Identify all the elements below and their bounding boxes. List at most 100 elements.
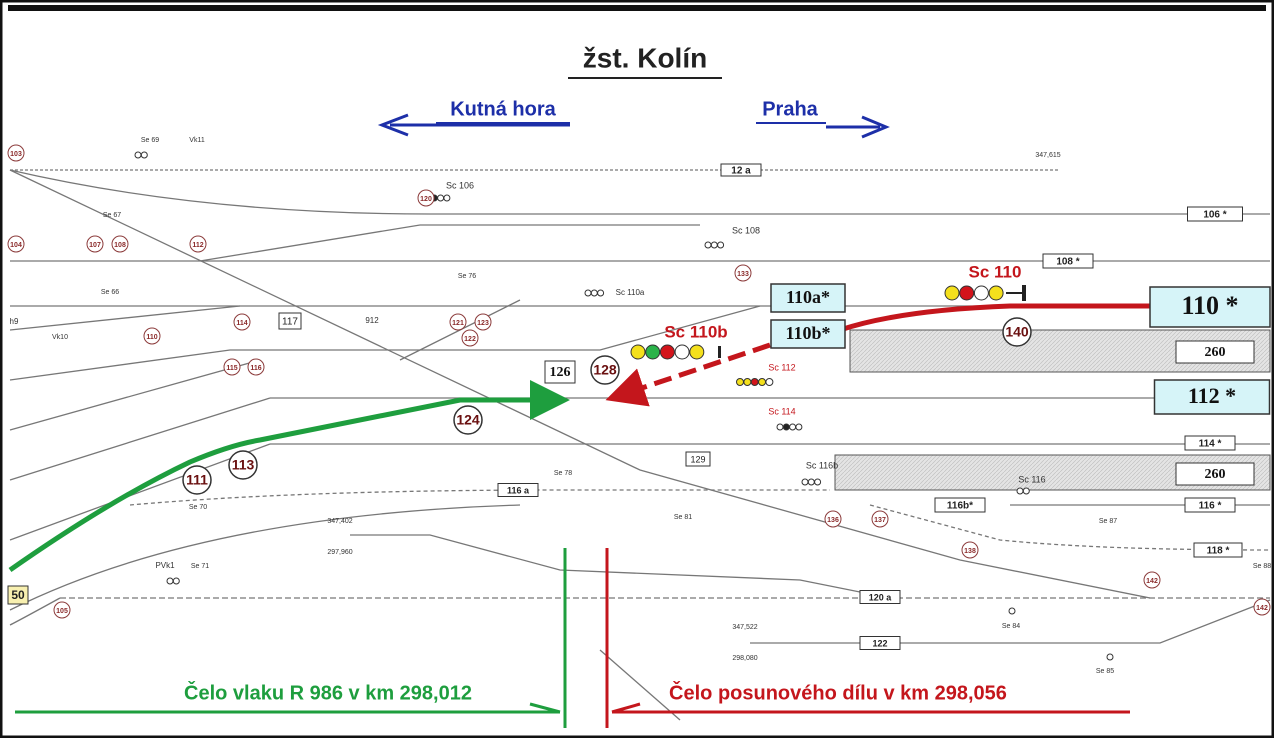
track-label: 120 a [869, 592, 893, 602]
signal-label: Sc 110 [969, 262, 1022, 281]
km-mark: 347,522 [732, 624, 757, 631]
km-mark: 347,402 [327, 518, 352, 525]
signal-lamp [802, 479, 808, 485]
signal-label: Se 85 [1096, 668, 1114, 675]
signal-lamp [759, 379, 766, 386]
node-label: 136 [827, 517, 839, 524]
track-label: 117 [282, 317, 298, 328]
signal-lamp [705, 242, 711, 248]
signal-lamp [1009, 608, 1015, 614]
node-label: 140 [1005, 324, 1029, 340]
signal-lamp [751, 379, 758, 386]
signal-lamp [167, 578, 173, 584]
signal-label: Se 66 [101, 289, 119, 296]
track-diagram: žst. Kolín Kutná hora Praha Čelo [0, 0, 1274, 738]
signal-lamp [718, 242, 724, 248]
signal-lamp [766, 379, 773, 386]
signal-label: 912 [365, 316, 379, 325]
node-label: 104 [10, 242, 22, 249]
signal-label: Se 70 [189, 504, 207, 511]
node-label: 121 [452, 320, 464, 327]
signal-lamp [989, 286, 1003, 300]
track-label: 114 * [1199, 439, 1222, 450]
signal-lamp [591, 290, 597, 296]
node-label: 114 [236, 320, 247, 327]
node-label: 138 [964, 548, 976, 555]
signal-label: Sc 110b [664, 322, 727, 341]
signal-label: Vk10 [52, 334, 68, 341]
signal-label: Se 81 [674, 514, 692, 521]
node-label: 108 [114, 242, 126, 249]
node-label: 123 [477, 320, 489, 327]
signal-lamp [1107, 654, 1113, 660]
track-label: 12 a [731, 166, 751, 177]
node-label: 124 [456, 412, 480, 428]
track-label: 118 * [1207, 546, 1230, 557]
signal-lamp [1023, 488, 1029, 494]
signal-label: Sc 106 [446, 180, 474, 190]
km-mark: 297,960 [327, 549, 352, 556]
signal-label: Sc 116 [1018, 474, 1045, 484]
signal-lamp [675, 345, 689, 359]
track-label: 122 [872, 638, 887, 648]
node-label: 120 [420, 196, 432, 203]
km-mark: 347,615 [1035, 152, 1060, 159]
track-label: 260 [1205, 345, 1226, 360]
signal-label: Sc 108 [732, 225, 760, 235]
signal-lamp [744, 379, 751, 386]
signal-lamp [598, 290, 604, 296]
note: Čelo posunového dílu v km 298,056 [669, 680, 1007, 704]
signal-lamp [777, 424, 783, 430]
node-label: 137 [874, 517, 886, 524]
signal-lamp [960, 286, 974, 300]
node-label: 115 [226, 365, 237, 372]
node-label: 133 [737, 271, 749, 278]
signal-label: Sc 110a [616, 288, 645, 297]
node-label: 122 [464, 336, 476, 343]
node-label: 142 [1256, 605, 1268, 612]
track-label: 108 * [1056, 257, 1079, 268]
signal-lamp [790, 424, 796, 430]
signal-label: Se 78 [554, 470, 572, 477]
signal-label: Se 87 [1099, 518, 1117, 525]
signal-lamp [585, 290, 591, 296]
signal-label: Se 84 [1002, 623, 1020, 630]
track-label: 116 * [1199, 501, 1222, 512]
signal-label: Sc 116b [806, 460, 838, 470]
signal-lamp [141, 152, 147, 158]
direction-label: Praha [762, 98, 818, 120]
signal-label: Se 67 [103, 212, 121, 219]
signal-label: Se 71 [191, 563, 209, 570]
note: Čelo vlaku R 986 v km 298,012 [184, 680, 472, 704]
signal-lamp [945, 286, 959, 300]
direction-label: Kutná hora [450, 98, 556, 120]
track-label: 106 * [1203, 210, 1226, 221]
node-label: 103 [10, 151, 22, 158]
signal-post [1022, 285, 1026, 301]
signal-label: h9 [10, 317, 19, 326]
signal-lamp [438, 195, 444, 201]
signal-lamp [1017, 488, 1023, 494]
signal-lamp [974, 286, 988, 300]
signal-lamp [690, 345, 704, 359]
signal-lamp [135, 152, 141, 158]
signal-lamp [796, 424, 802, 430]
signal-label: Sc 114 [768, 406, 795, 416]
signal-lamp [815, 479, 821, 485]
track-label: 126 [550, 365, 571, 380]
signal-lamp [646, 345, 660, 359]
signal-label: Se 76 [458, 273, 476, 280]
node-label: 113 [232, 457, 255, 473]
signal-lamp [808, 479, 814, 485]
track-label: 260 [1205, 467, 1226, 482]
signal-label: Sc 112 [768, 362, 795, 372]
node-label: 107 [89, 242, 101, 249]
node-label: 111 [186, 472, 208, 488]
node-label: 116 [250, 365, 261, 372]
track-label: 116 a [507, 485, 530, 495]
signal-lamp [631, 345, 645, 359]
node-label: 110 [146, 334, 157, 341]
node-label: 128 [593, 362, 617, 378]
node-label: 105 [56, 608, 68, 615]
signal-lamp [711, 242, 717, 248]
